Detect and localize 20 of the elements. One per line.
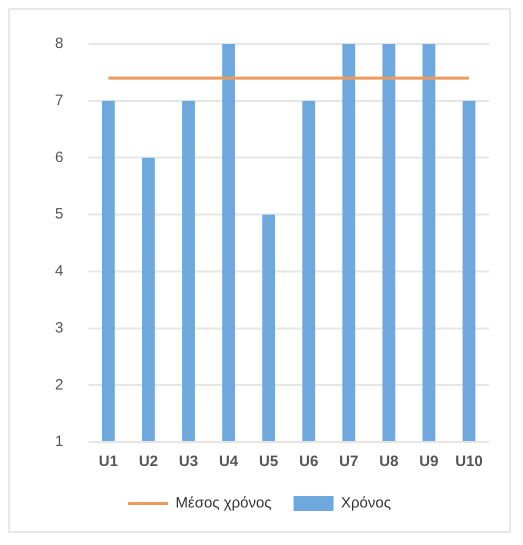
- x-tick-label: U6: [299, 453, 318, 470]
- y-tick-label: 2: [55, 376, 64, 394]
- y-tick-label: 3: [55, 319, 64, 336]
- x-tick-label: U9: [419, 453, 438, 470]
- x-tick-label: U1: [98, 453, 118, 470]
- y-tick-label: 1: [55, 433, 64, 450]
- x-tick-label: U5: [259, 453, 278, 470]
- x-tick-label: U10: [455, 453, 483, 470]
- y-tick-label: 8: [55, 35, 64, 52]
- y-tick-label: 7: [55, 92, 64, 109]
- x-tick-label: U8: [379, 453, 398, 470]
- x-tick-label: U2: [138, 453, 158, 470]
- legend-label: Χρόνος: [341, 494, 391, 512]
- legend-label: Μέσος χρόνος: [176, 494, 272, 512]
- y-tick-label: 6: [55, 148, 64, 166]
- x-tick-label: U7: [339, 453, 358, 470]
- y-tick-label: 5: [55, 206, 64, 223]
- y-tick-label: 4: [55, 262, 64, 280]
- x-tick-label: U3: [178, 453, 198, 470]
- x-tick-label: U4: [218, 453, 239, 470]
